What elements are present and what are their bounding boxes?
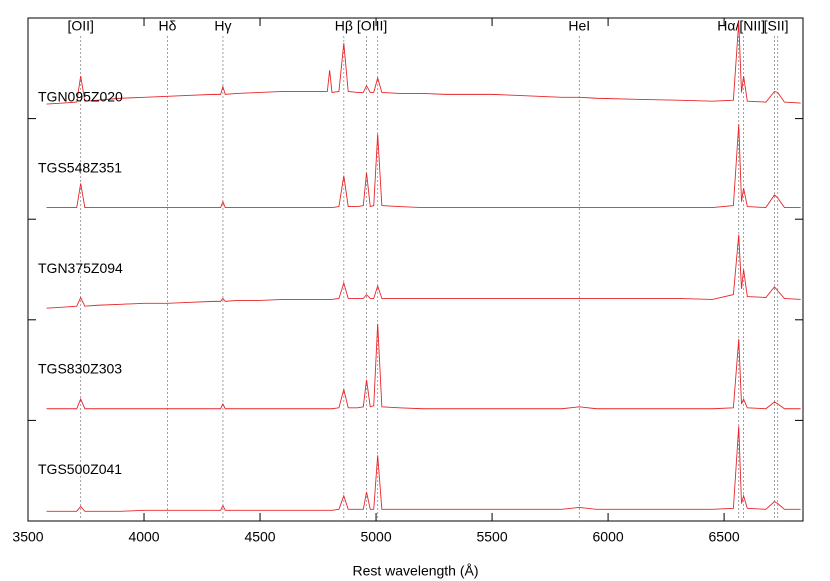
spectrum-line: [46, 124, 801, 209]
line-marker-label: [OII]: [67, 18, 93, 34]
x-axis-label: Rest wavelength (Å): [352, 563, 478, 579]
line-marker-label: Hγ: [214, 18, 231, 34]
x-tick-label: 5000: [360, 529, 391, 545]
x-tick-label: 6500: [709, 529, 740, 545]
line-marker-label: Hα/[NII]: [717, 18, 765, 34]
spectrum-name: TGS500Z041: [38, 461, 122, 477]
spectrum-name: TGN375Z094: [38, 260, 123, 276]
spectrum-line: [46, 323, 801, 410]
line-marker-label: HeI: [568, 18, 590, 34]
line-marker-label: [SII]: [764, 18, 789, 34]
x-tick-label: 5500: [476, 529, 507, 545]
line-marker-label: Hδ: [159, 18, 177, 34]
spectrum-name: TGS548Z351: [38, 159, 122, 175]
x-tick-label: 6000: [593, 529, 624, 545]
spectrum-name: TGN095Z020: [38, 89, 123, 105]
x-tick-label: 3500: [12, 529, 43, 545]
spectrum-line: [46, 426, 801, 512]
spectrum-name: TGS830Z303: [38, 361, 122, 377]
plot-frame: [27, 17, 804, 522]
spectrum-line: [46, 234, 801, 309]
line-marker-label: Hβ: [335, 18, 353, 34]
spectrum-line: [46, 21, 801, 105]
x-tick-label: 4000: [128, 529, 159, 545]
line-marker-label: [OIII]: [357, 18, 387, 34]
x-tick-label: 4500: [244, 529, 275, 545]
